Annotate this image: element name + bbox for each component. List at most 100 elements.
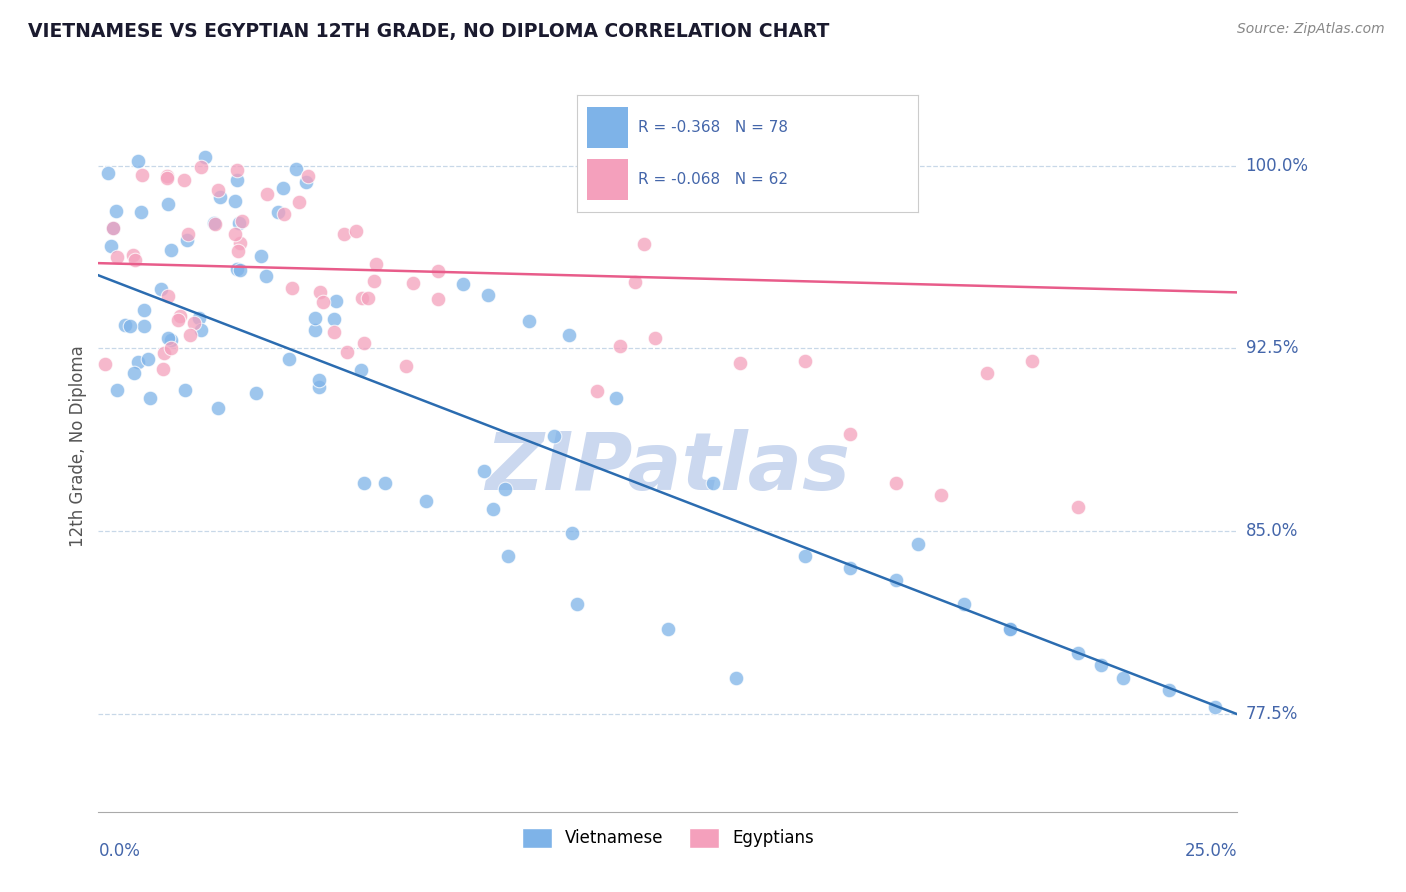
Point [644,331,666,345]
Point [839,426,862,441]
Point [122,367,145,381]
Point [231,214,253,228]
Point [624,275,647,289]
Point [839,561,862,575]
Point [1067,646,1090,660]
Point [451,277,474,291]
Point [287,194,309,209]
Point [728,356,751,370]
Point [277,352,299,367]
Point [333,227,356,241]
Point [1204,699,1226,714]
Point [139,391,162,405]
Point [224,194,246,208]
Point [657,622,679,636]
Point [177,227,200,241]
Point [308,380,330,394]
Point [226,244,249,258]
Point [793,549,815,563]
Point [224,227,246,241]
Point [256,186,278,201]
Point [124,253,146,268]
Text: 100.0%: 100.0% [1246,157,1309,175]
Point [498,549,520,563]
Point [121,248,143,262]
Point [426,292,449,306]
Point [153,346,176,360]
Point [120,319,142,334]
Point [323,312,346,326]
Point [160,333,183,347]
Point [517,313,540,327]
Point [149,281,172,295]
Point [323,325,346,339]
Point [131,168,153,182]
Point [103,221,125,235]
Point [157,197,180,211]
Point [304,323,326,337]
Point [159,341,181,355]
Point [482,501,505,516]
Point [94,357,117,371]
Point [107,384,129,398]
Point [353,475,375,490]
Point [273,181,295,195]
Point [357,292,380,306]
Point [273,206,295,220]
Text: 25.0%: 25.0% [1185,842,1237,860]
Point [226,173,249,187]
Point [427,263,450,277]
Point [207,401,229,415]
Point [167,313,190,327]
Point [477,287,499,301]
Point [173,173,195,187]
Text: 0.0%: 0.0% [98,842,141,860]
Point [285,161,308,176]
Point [152,362,174,376]
Point [97,166,120,180]
Point [907,536,929,550]
Legend: Vietnamese, Egyptians: Vietnamese, Egyptians [515,821,821,855]
Text: 77.5%: 77.5% [1246,706,1298,723]
Point [100,239,122,253]
Point [228,263,250,277]
Point [793,353,815,368]
Point [558,327,581,342]
Point [132,302,155,317]
Point [229,236,252,251]
Point [225,262,247,277]
Point [312,295,335,310]
Point [254,269,277,284]
Point [295,175,318,189]
Point [344,224,367,238]
Point [565,598,588,612]
Point [204,217,226,231]
Point [202,216,225,230]
Point [884,475,907,490]
Text: 92.5%: 92.5% [1246,340,1298,358]
Point [585,384,607,399]
Point [304,310,326,325]
Point [350,291,373,305]
Point [173,384,195,398]
Point [402,276,425,290]
Point [183,316,205,330]
Point [156,171,179,186]
Point [101,221,124,235]
Point [308,373,330,387]
Point [494,482,516,496]
Point [136,351,159,366]
Point [998,622,1021,636]
Point [1112,671,1135,685]
Point [976,366,998,380]
Point [1090,658,1112,673]
Point [169,310,191,324]
Point [297,169,319,183]
Point [415,494,437,508]
Point [156,169,179,183]
Text: VIETNAMESE VS EGYPTIAN 12TH GRADE, NO DIPLOMA CORRELATION CHART: VIETNAMESE VS EGYPTIAN 12TH GRADE, NO DI… [28,22,830,41]
Point [114,318,136,332]
Point [281,281,304,295]
Point [605,391,627,405]
Point [228,216,250,230]
